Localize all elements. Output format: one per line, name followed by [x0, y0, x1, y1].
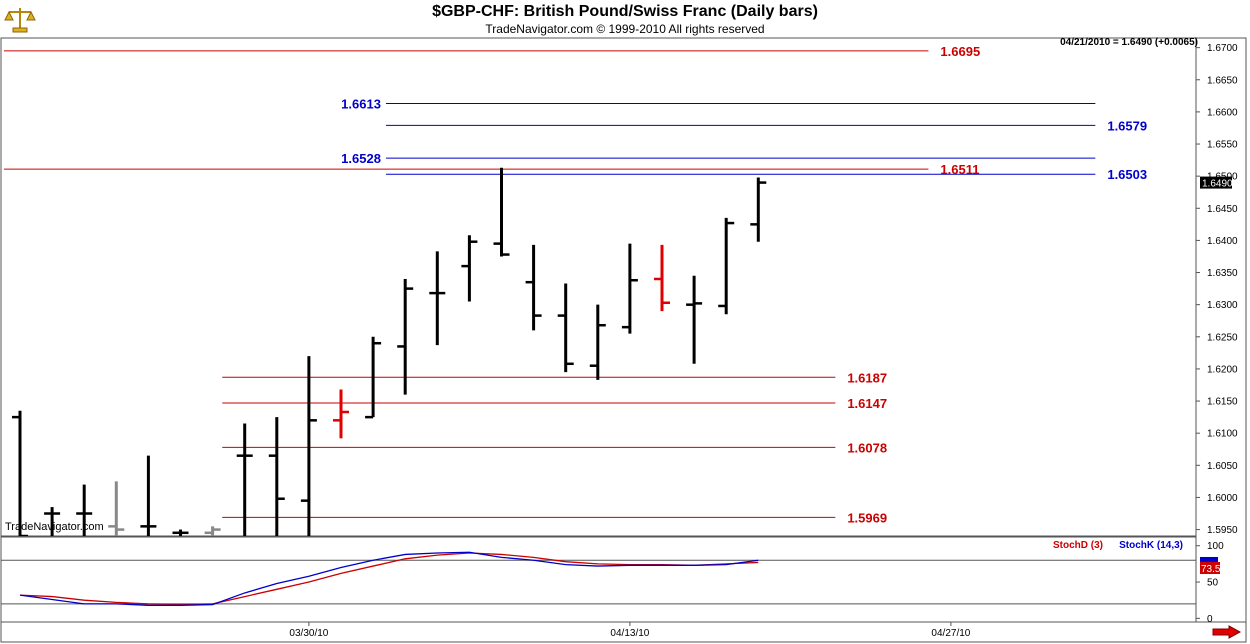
- y-tick-label: 1.6700: [1207, 43, 1238, 54]
- stoch-line: [19, 551, 759, 606]
- chart-subtitle: TradeNavigator.com © 1999-2010 All right…: [485, 22, 765, 36]
- ohlc-bar: [589, 304, 606, 380]
- y-axis-panel: [1195, 37, 1247, 623]
- price-panel: [0, 37, 1197, 537]
- ohlc-bar: [397, 278, 414, 395]
- y-tick-label: 1.6650: [1207, 75, 1238, 86]
- y-tick-label: 1.6450: [1207, 204, 1238, 215]
- y-tick-label: 1.6150: [1207, 397, 1238, 408]
- ohlc-bar: [686, 275, 703, 364]
- ohlc-bar: [365, 336, 382, 419]
- y-tick-label: 1.6350: [1207, 268, 1238, 279]
- ohlc-bar: [12, 410, 28, 536]
- watermark-text: TradeNavigator.com: [5, 521, 104, 533]
- ohlc-bar: [333, 389, 349, 439]
- x-tick-label: 03/30/10: [289, 628, 328, 639]
- ohlc-bar: [429, 251, 446, 346]
- ohlc-bar: [172, 529, 189, 536]
- y-tick-label: 1.6000: [1207, 493, 1238, 504]
- y-tick-label: 1.6300: [1207, 300, 1238, 311]
- ohlc-bar: [140, 455, 157, 536]
- y-tick-label: 1.6100: [1207, 429, 1238, 440]
- ohlc-bar: [621, 243, 638, 334]
- ohlc-bar: [750, 177, 767, 242]
- ohlc-bar: [44, 507, 61, 536]
- y-tick-label: 1.6200: [1207, 364, 1238, 375]
- y-tick-label: 1.6050: [1207, 461, 1238, 472]
- level-label: 1.6078: [847, 440, 887, 455]
- ohlc-bar: [108, 481, 125, 536]
- chart-title: $GBP-CHF: British Pound/Swiss Franc (Dai…: [432, 3, 818, 20]
- ohlc-bar: [76, 484, 93, 536]
- ohlc-bar: [204, 526, 221, 536]
- stoch-y-tick-label: 0: [1207, 614, 1213, 625]
- scales-icon: [4, 4, 36, 34]
- last-price-label: 1.6490: [1202, 179, 1233, 190]
- ohlc-bar: [236, 423, 253, 536]
- level-label: 1.6187: [847, 370, 887, 385]
- stoch-d-tag: [1200, 561, 1220, 574]
- ohlc-bar: [718, 217, 735, 315]
- ohlc-bar: [268, 417, 285, 536]
- stoch-y-tick-label: 100: [1207, 541, 1224, 552]
- level-label: 1.6511: [940, 162, 979, 177]
- ohlc-bar: [654, 244, 670, 312]
- ohlc-bar: [493, 167, 510, 257]
- stoch-line: [19, 552, 759, 606]
- ohlc-bar: [525, 244, 542, 331]
- last-price-tag: [1200, 176, 1232, 189]
- level-label: 1.6579: [1107, 118, 1147, 133]
- y-tick-label: 1.6250: [1207, 332, 1238, 343]
- legend-stoch-d: StochD (3): [1053, 540, 1103, 551]
- level-label: 1.5969: [847, 510, 887, 525]
- ohlc-bar: [461, 235, 478, 302]
- x-tick-label: 04/27/10: [931, 628, 970, 639]
- ohlc-bar: [557, 283, 574, 373]
- right-arrow-icon[interactable]: [1212, 625, 1242, 639]
- level-label: 1.6147: [847, 396, 887, 411]
- stoch-last-value: 73.50: [1201, 564, 1226, 575]
- ohlc-bar: [300, 356, 317, 536]
- y-tick-label: 1.6600: [1207, 107, 1238, 118]
- level-label: 1.6695: [940, 44, 980, 59]
- stoch-k-tag: [1200, 556, 1218, 562]
- last-quote: 04/21/2010 = 1.6490 (+0.0065): [1060, 37, 1198, 48]
- level-label: 1.6503: [1107, 167, 1147, 182]
- stochastic-panel: [0, 536, 1197, 623]
- date-axis-panel: [0, 621, 1247, 643]
- y-tick-label: 1.5950: [1207, 525, 1238, 536]
- x-tick-label: 04/13/10: [610, 628, 649, 639]
- stochastic-plot-area: [1, 551, 1196, 606]
- stoch-y-tick-label: 50: [1207, 578, 1219, 589]
- y-tick-label: 1.6550: [1207, 140, 1238, 151]
- level-label: 1.6528: [341, 151, 381, 166]
- y-tick-label: 1.6400: [1207, 236, 1238, 247]
- level-label: 1.6613: [341, 97, 381, 112]
- price-plot-area: 1.6695 1.6613 1.6579 1.6528 1.6511 1.6503 1.61…: [3, 44, 1147, 536]
- legend-stoch-k: StochK (14,3): [1119, 540, 1183, 551]
